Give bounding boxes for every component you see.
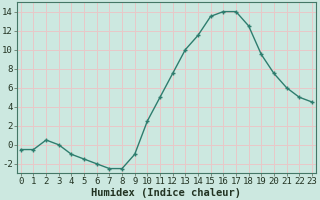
X-axis label: Humidex (Indice chaleur): Humidex (Indice chaleur) — [91, 188, 241, 198]
